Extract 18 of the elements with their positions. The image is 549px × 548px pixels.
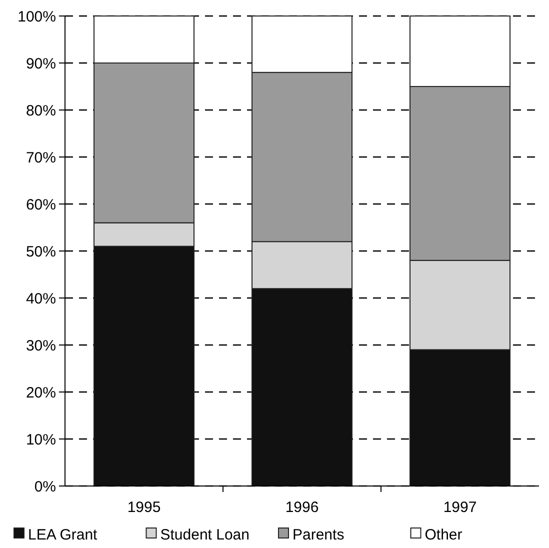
y-tick-label: 50% bbox=[26, 243, 56, 260]
x-tick-label: 1996 bbox=[285, 499, 319, 516]
y-tick-label: 100% bbox=[18, 8, 56, 26]
y-tick-label: 70% bbox=[26, 149, 56, 166]
legend-label: Student Loan bbox=[160, 526, 250, 544]
y-tick-label: 40% bbox=[26, 290, 56, 308]
y-tick-label: 60% bbox=[26, 196, 56, 214]
y-tick-label: 20% bbox=[26, 384, 56, 402]
x-tick-label: 1997 bbox=[443, 499, 477, 516]
y-tick-label: 10% bbox=[26, 431, 56, 448]
legend-label: Parents bbox=[292, 526, 344, 544]
legend-label: LEA Grant bbox=[28, 526, 98, 544]
x-tick-label: 1995 bbox=[127, 499, 161, 516]
y-tick-label: 80% bbox=[26, 102, 56, 120]
y-tick-label: 90% bbox=[26, 55, 56, 72]
y-tick-label: 30% bbox=[26, 337, 56, 354]
legend-label: Other bbox=[424, 526, 462, 544]
y-tick-label: 0% bbox=[34, 478, 56, 496]
